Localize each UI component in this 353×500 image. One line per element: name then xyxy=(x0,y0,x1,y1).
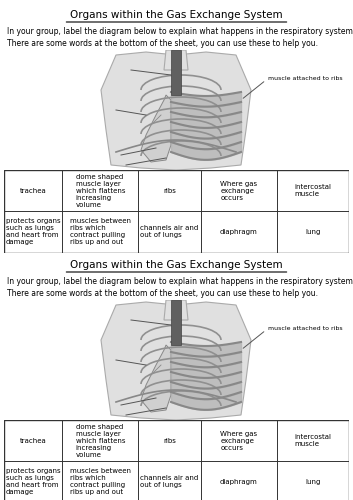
Text: intercostal
muscle: intercostal muscle xyxy=(295,434,332,447)
Polygon shape xyxy=(141,95,171,162)
Text: There are some words at the bottom of the sheet, you can use these to help you.: There are some words at the bottom of th… xyxy=(7,289,318,298)
Polygon shape xyxy=(164,300,188,320)
FancyBboxPatch shape xyxy=(171,300,181,345)
Text: In your group, label the diagram below to explain what happens in the respirator: In your group, label the diagram below t… xyxy=(7,26,353,36)
Text: ribs: ribs xyxy=(163,438,176,444)
Text: channels air and
out of lungs: channels air and out of lungs xyxy=(140,476,199,488)
Text: protects organs
such as lungs
and heart from
damage: protects organs such as lungs and heart … xyxy=(6,218,60,246)
Polygon shape xyxy=(101,302,251,420)
Text: In your group, label the diagram below to explain what happens in the respirator: In your group, label the diagram below t… xyxy=(7,277,353,286)
Polygon shape xyxy=(141,345,171,412)
Text: diaphragm: diaphragm xyxy=(220,229,258,235)
Text: dome shaped
muscle layer
which flattens
increasing
volume: dome shaped muscle layer which flattens … xyxy=(76,174,125,208)
Text: trachea: trachea xyxy=(19,438,46,444)
Text: muscles between
ribs which
contract pulling
ribs up and out: muscles between ribs which contract pull… xyxy=(70,218,131,246)
Text: diaphragm: diaphragm xyxy=(220,479,258,485)
Text: dome shaped
muscle layer
which flattens
increasing
volume: dome shaped muscle layer which flattens … xyxy=(76,424,125,458)
Text: Organs within the Gas Exchange System: Organs within the Gas Exchange System xyxy=(70,10,283,20)
Text: protects organs
such as lungs
and heart from
damage: protects organs such as lungs and heart … xyxy=(6,468,60,495)
Text: There are some words at the bottom of the sheet, you can use these to help you.: There are some words at the bottom of th… xyxy=(7,40,318,48)
Text: Organs within the Gas Exchange System: Organs within the Gas Exchange System xyxy=(70,260,283,270)
Polygon shape xyxy=(101,52,251,170)
Text: Where gas
exchange
occurs: Where gas exchange occurs xyxy=(220,430,257,450)
Text: Where gas
exchange
occurs: Where gas exchange occurs xyxy=(220,180,257,201)
Text: intercostal
muscle: intercostal muscle xyxy=(295,184,332,197)
Text: muscles between
ribs which
contract pulling
ribs up and out: muscles between ribs which contract pull… xyxy=(70,468,131,495)
Text: ribs: ribs xyxy=(163,188,176,194)
Text: channels air and
out of lungs: channels air and out of lungs xyxy=(140,226,199,238)
Text: lung: lung xyxy=(305,229,321,235)
Text: lung: lung xyxy=(305,479,321,485)
Polygon shape xyxy=(164,50,188,70)
Text: muscle attached to ribs: muscle attached to ribs xyxy=(268,326,343,330)
FancyBboxPatch shape xyxy=(171,50,181,95)
Text: trachea: trachea xyxy=(19,188,46,194)
Text: muscle attached to ribs: muscle attached to ribs xyxy=(268,76,343,80)
